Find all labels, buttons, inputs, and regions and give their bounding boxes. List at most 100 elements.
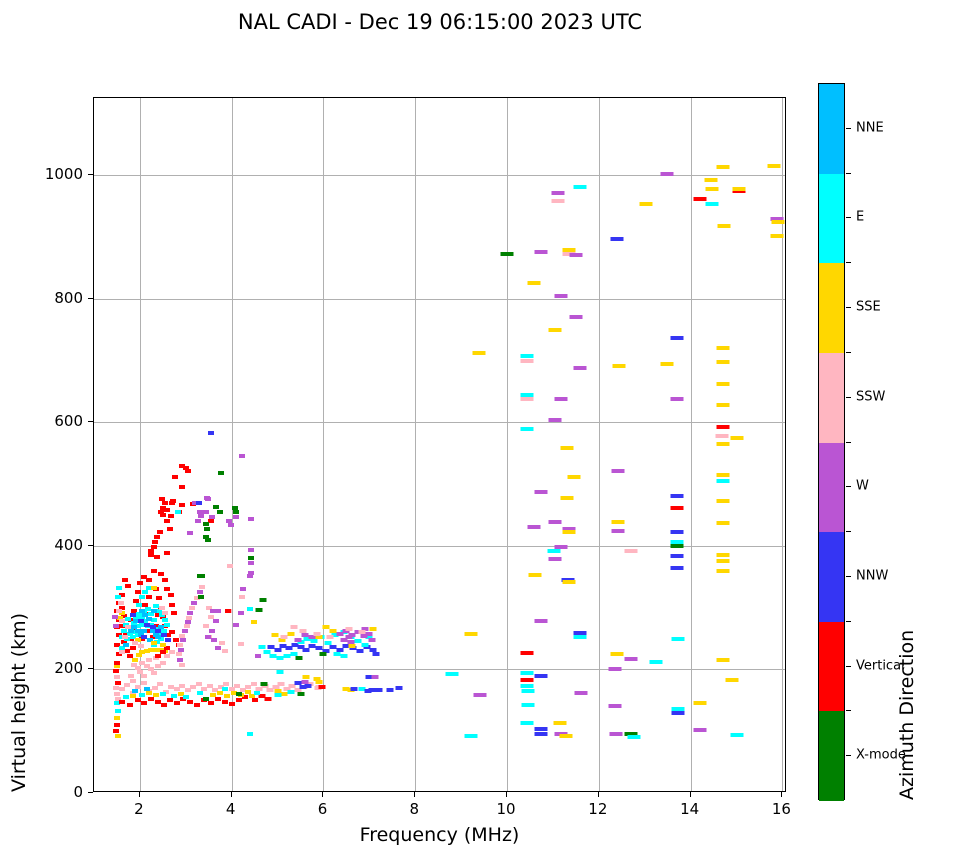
x-tick-mark (138, 792, 140, 797)
x-tick-mark (414, 792, 416, 797)
y-gridline (94, 669, 785, 671)
data-point-SSW (238, 594, 245, 599)
data-point-Vertical (155, 653, 162, 658)
data-point-SSE (369, 627, 377, 632)
data-point-SSW (277, 682, 285, 687)
y-tick-label: 0 (73, 783, 83, 801)
data-point-E (130, 635, 136, 640)
data-point-SSW (184, 688, 191, 693)
data-point-E (464, 734, 478, 739)
data-point-W (215, 609, 222, 614)
data-point-W (184, 619, 191, 624)
data-point-Vertical (148, 552, 155, 557)
data-point-Vertical (119, 605, 126, 610)
data-point-W (611, 529, 625, 534)
data-point-W (196, 590, 203, 595)
data-point-NNW (671, 710, 685, 715)
colorbar-category-label: SSW (856, 389, 886, 405)
data-point-E (139, 622, 146, 627)
data-point-SSE (472, 351, 486, 356)
data-point-SSW (139, 661, 146, 666)
plot-area (93, 97, 786, 792)
data-point-Vertical (716, 425, 730, 430)
data-point-SSE (562, 247, 576, 252)
data-point-SSE (113, 715, 120, 720)
data-point-NNW (208, 431, 215, 436)
data-point-NNW (670, 493, 684, 498)
data-point-W (354, 630, 362, 635)
data-point-NNE (142, 613, 149, 618)
data-point-SSW (141, 673, 148, 678)
data-point-SSE (329, 629, 337, 634)
data-point-X-mode (202, 535, 209, 540)
data-point-NNW (349, 646, 357, 651)
colorbar-tick-mark (846, 486, 851, 488)
data-point-X-mode (232, 509, 239, 514)
data-point-E (520, 684, 534, 689)
colorbar-boundary-tick (846, 262, 851, 264)
data-point-W (226, 519, 233, 524)
data-point-X-mode (217, 470, 224, 475)
data-point-E (120, 629, 127, 634)
data-point-W (608, 667, 622, 672)
data-point-NNW (285, 646, 293, 651)
data-point-X-mode (500, 251, 514, 256)
data-point-X-mode (198, 573, 205, 578)
chart-title: NAL CADI - Dec 19 06:15:00 2023 UTC (237, 10, 643, 34)
x-tick-label: 12 (588, 800, 608, 818)
data-point-W (202, 509, 209, 514)
data-point-Vertical (154, 555, 161, 559)
data-point-W (210, 608, 217, 613)
data-point-E (142, 590, 149, 595)
data-point-NNW (155, 629, 162, 634)
data-point-NNW (670, 530, 684, 535)
colorbar-category-label: X-mode (856, 747, 906, 763)
data-point-W (368, 637, 376, 642)
data-point-SSE (716, 558, 730, 563)
y-tick-label: 1000 (44, 165, 83, 184)
data-point-SSE (278, 637, 286, 642)
data-point-W (205, 635, 212, 640)
data-point-NNW (365, 674, 373, 679)
data-point-X-mode (217, 509, 224, 514)
data-point-W (611, 468, 625, 473)
data-point-W (551, 191, 565, 196)
data-point-Vertical (167, 698, 174, 703)
data-point-Vertical (160, 702, 167, 707)
data-point-SSW (151, 685, 158, 690)
data-point-NNW (350, 687, 358, 692)
data-point-SSE (716, 345, 730, 350)
data-point-NNW (322, 648, 330, 653)
data-point-NNW (670, 554, 684, 559)
data-point-E (670, 539, 684, 544)
data-point-E (119, 645, 126, 650)
y-tick-mark (88, 792, 93, 793)
data-point-Vertical (670, 506, 684, 511)
data-point-NNE (146, 616, 153, 621)
data-point-E (573, 634, 587, 639)
data-point-NNW (534, 732, 548, 737)
colorbar-tick-mark (846, 217, 851, 219)
data-point-W (247, 571, 254, 576)
data-point-SSE (716, 441, 730, 446)
data-point-SSW (143, 664, 150, 669)
data-point-NNE (134, 629, 141, 634)
data-point-SSE (528, 572, 542, 577)
data-point-SSE (150, 641, 157, 646)
data-point-W (240, 586, 247, 591)
data-point-W (348, 632, 356, 637)
data-point-SSE (342, 687, 350, 692)
data-point-E (142, 619, 149, 624)
data-point-SSW (118, 687, 125, 692)
colorbar-segment-SSW (819, 352, 844, 443)
data-point-E (333, 652, 341, 656)
data-point-SSW (193, 595, 200, 600)
data-point-W (209, 629, 216, 634)
colorbar-category-label: NNE (856, 120, 884, 136)
data-point-W (208, 514, 215, 519)
data-point-Vertical (173, 701, 180, 706)
data-point-SSW (113, 674, 120, 679)
data-point-SSW (234, 684, 241, 689)
y-gridline (94, 545, 785, 547)
data-point-W (473, 693, 487, 698)
